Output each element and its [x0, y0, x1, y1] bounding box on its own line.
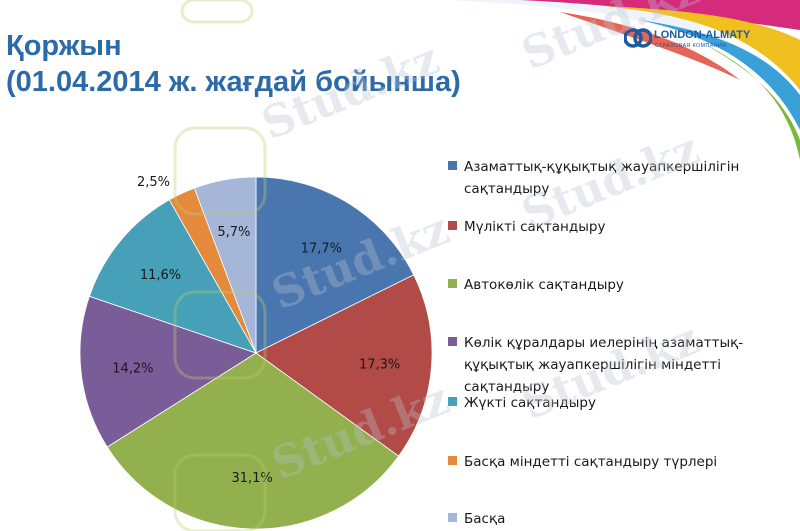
title-line-1: Қоржын: [6, 30, 122, 62]
legend-label: Көлік құралдары иелерінің азаматтық-құқы…: [464, 335, 744, 395]
pie-data-label: 2,5%: [137, 175, 170, 190]
legend-swatch: [448, 397, 457, 406]
legend-label: Басқа міндетті сақтандыру түрлері: [464, 454, 718, 470]
legend-swatch: [448, 456, 457, 465]
pie-slice: [255, 176, 415, 354]
legend-swatch: [448, 513, 457, 522]
pie-data-label: 31,1%: [231, 471, 272, 486]
company-logo: LONDON-ALMATY СТРАХОВАЯ КОМПАНИЯ: [624, 26, 784, 52]
pie-slice: [88, 199, 257, 354]
legend-swatch: [448, 161, 457, 170]
pie-data-label: 17,7%: [301, 242, 342, 257]
legend-label: Азаматтық-құқықтық жауапкершілігін сақта…: [464, 159, 740, 197]
legend-label: Басқа: [464, 511, 506, 527]
pie-slice: [106, 352, 400, 530]
legend-swatch: [448, 337, 457, 346]
slide-title: Қоржын (01.04.2014 ж. жағдай бойынша): [6, 28, 461, 100]
pie-data-label: 5,7%: [217, 225, 250, 240]
logo-mark-icon: [624, 28, 652, 48]
pie-slice: [79, 295, 257, 448]
title-line-2: (01.04.2014 ж. жағдай бойынша): [6, 66, 461, 98]
logo-subtitle: СТРАХОВАЯ КОМПАНИЯ: [655, 43, 727, 49]
pie-data-label: 11,6%: [140, 268, 181, 283]
pie-data-label: 14,2%: [112, 362, 153, 377]
legend-label: Мүлікті сақтандыру: [464, 219, 606, 235]
logo-name: LONDON-ALMATY: [654, 29, 751, 41]
pie-slice: [193, 176, 257, 354]
legend-swatch: [448, 221, 457, 230]
legend-label: Автокөлік сақтандыру: [464, 277, 624, 293]
legend-swatch: [448, 279, 457, 288]
pie-data-label: 17,3%: [359, 357, 400, 372]
legend-label: Жүкті сақтандыру: [464, 395, 596, 411]
pie-slice: [255, 274, 433, 457]
